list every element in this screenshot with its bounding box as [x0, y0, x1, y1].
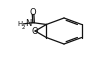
- Text: O: O: [30, 8, 36, 17]
- Text: H: H: [18, 21, 23, 27]
- Text: 2: 2: [22, 25, 25, 30]
- Text: N: N: [25, 19, 31, 28]
- Text: O: O: [32, 26, 39, 36]
